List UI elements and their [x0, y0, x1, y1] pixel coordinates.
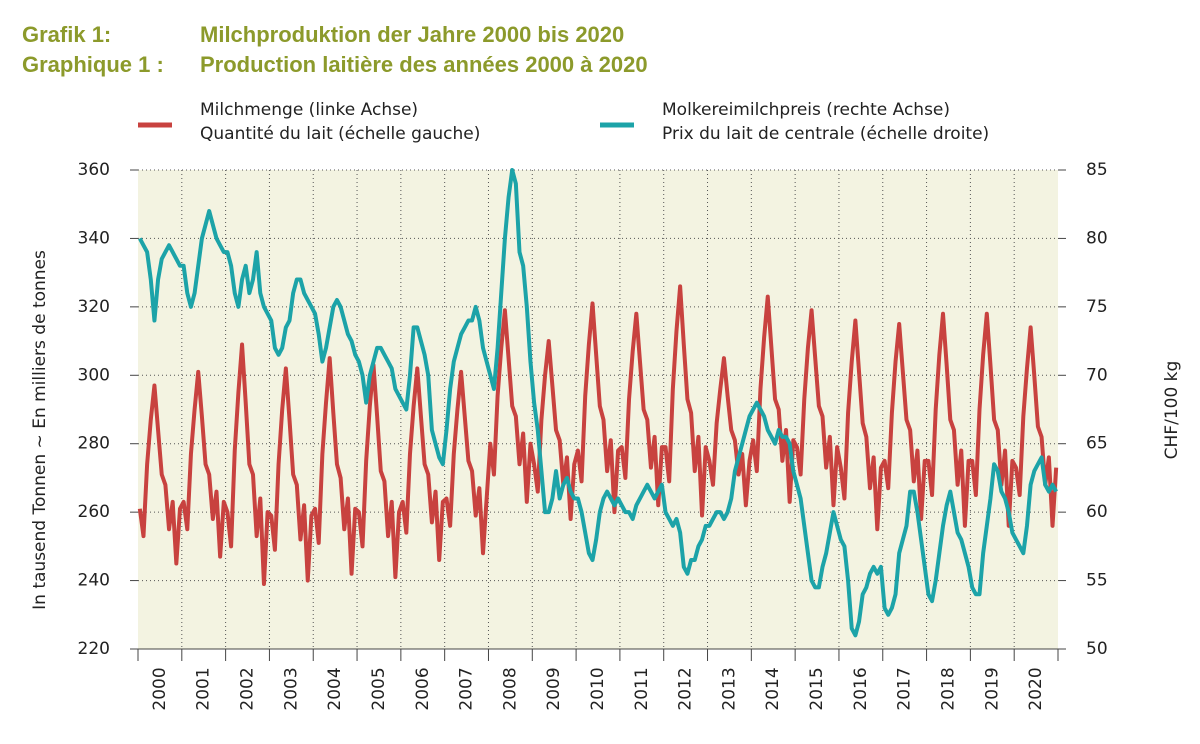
y2-axis-label: CHF/100 kg — [1162, 361, 1182, 460]
y2-tick-label: 60 — [1086, 502, 1108, 522]
legend-label: Milchmenge (linke Achse) — [200, 100, 418, 120]
y2-tick-label: 85 — [1086, 160, 1108, 180]
chart-subtitle: Graphique 1 : — [22, 52, 164, 77]
x-tick-label: 2013 — [719, 667, 739, 710]
y-tick-label: 240 — [78, 571, 110, 591]
x-tick-label: 2004 — [325, 667, 345, 710]
y2-tick-label: 70 — [1086, 365, 1108, 385]
legend-label: Molkereimilchpreis (rechte Achse) — [662, 100, 950, 120]
x-tick-label: 2012 — [676, 667, 696, 710]
y2-tick-label: 75 — [1086, 297, 1108, 317]
x-tick-label: 2014 — [763, 667, 783, 710]
y2-tick-label: 80 — [1086, 228, 1108, 248]
x-tick-label: 2000 — [150, 667, 170, 710]
x-tick-label: 2002 — [238, 667, 258, 710]
x-tick-label: 2011 — [632, 667, 652, 710]
y-tick-label: 260 — [78, 502, 110, 522]
y-tick-label: 360 — [78, 160, 110, 180]
x-tick-label: 2010 — [588, 667, 608, 710]
x-tick-label: 2016 — [851, 667, 871, 710]
x-tick-label: 2015 — [807, 667, 827, 710]
legend-label: Quantité du lait (échelle gauche) — [200, 124, 480, 144]
x-tick-label: 2009 — [544, 667, 564, 710]
x-tick-label: 2020 — [1026, 667, 1046, 710]
chart-title: Grafik 1: — [22, 22, 111, 47]
chart-subtitle: Production laitière des années 2000 à 20… — [200, 52, 648, 77]
x-tick-label: 2006 — [413, 667, 433, 710]
y2-tick-label: 55 — [1086, 571, 1108, 591]
x-tick-label: 2017 — [895, 667, 915, 710]
series-line — [137, 284, 1059, 586]
y-tick-label: 300 — [78, 365, 110, 385]
x-tick-label: 2001 — [194, 667, 214, 710]
x-tick-label: 2003 — [281, 667, 301, 710]
y-tick-label: 340 — [78, 228, 110, 248]
series-line — [138, 168, 1058, 638]
x-tick-label: 2008 — [500, 667, 520, 710]
y-tick-label: 280 — [78, 434, 110, 454]
x-tick-label: 2019 — [982, 667, 1002, 710]
y-axis-label: In tausend Tonnen ~ En milliers de tonne… — [30, 250, 50, 610]
y2-tick-label: 50 — [1086, 639, 1108, 659]
x-tick-label: 2018 — [938, 667, 958, 710]
y-tick-label: 320 — [78, 297, 110, 317]
chart-title: Milchproduktion der Jahre 2000 bis 2020 — [200, 22, 624, 47]
y-tick-label: 220 — [78, 639, 110, 659]
y2-tick-label: 65 — [1086, 434, 1108, 454]
x-tick-label: 2007 — [457, 667, 477, 710]
legend-label: Prix du lait de centrale (échelle droite… — [662, 124, 989, 144]
x-tick-label: 2005 — [369, 667, 389, 710]
plot-area — [138, 170, 1058, 649]
